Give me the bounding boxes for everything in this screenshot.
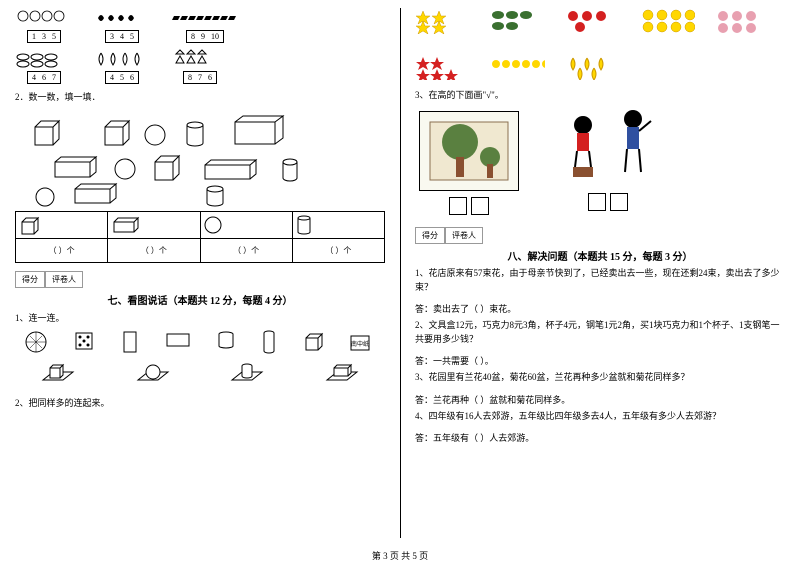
- checkbox[interactable]: [449, 197, 467, 215]
- left-column: 135 345 8910 467: [0, 0, 400, 545]
- checkbox[interactable]: [588, 193, 606, 211]
- num: 5: [52, 32, 56, 41]
- checkbox[interactable]: [471, 197, 489, 215]
- num: 9: [201, 32, 205, 41]
- icon-groups: [415, 8, 785, 80]
- count-cell[interactable]: （ ）个: [108, 239, 200, 263]
- svg-text:南中纸: 南中纸: [350, 340, 368, 348]
- num: 4: [32, 73, 36, 82]
- tree-picture: [419, 111, 519, 191]
- answer-1[interactable]: 答：卖出去了（ ）束花。: [415, 302, 785, 315]
- q2-label: 2．数一数，填一填．: [15, 90, 385, 103]
- score-box: 得分 评卷人: [415, 227, 785, 244]
- num: 4: [110, 73, 114, 82]
- section-8-title: 八、解决问题（本题共 15 分，每题 3 分）: [415, 248, 785, 263]
- num: 4: [120, 32, 124, 41]
- count-cell[interactable]: （ ）个: [16, 239, 108, 263]
- score-label: 得分: [415, 227, 445, 244]
- section-7-title: 七、看图说话（本题共 12 分，每题 4 分）: [15, 292, 385, 307]
- num: 3: [42, 32, 46, 41]
- question-4: 4、四年级有16人去郊游，五年级比四年级多去4人，五年级有多少人去郊游？: [415, 410, 785, 424]
- num: 8: [191, 32, 195, 41]
- num: 7: [52, 73, 56, 82]
- num: 8: [188, 73, 192, 82]
- num: 3: [110, 32, 114, 41]
- match-items-top: 南中纸: [15, 330, 385, 354]
- num: 10: [211, 32, 219, 41]
- q3-label: 3、在高的下面画"√"。: [415, 88, 785, 101]
- num: 6: [130, 73, 134, 82]
- q7-2: 2、把同样多的连起来。: [15, 396, 385, 409]
- checkbox[interactable]: [610, 193, 628, 211]
- count-cell[interactable]: （ ）个: [292, 239, 384, 263]
- match-items-bottom: [15, 360, 385, 390]
- shapes-table: （ ）个 （ ）个 （ ）个 （ ）个: [15, 211, 385, 263]
- grader-label: 评卷人: [45, 271, 83, 288]
- score-label: 得分: [15, 271, 45, 288]
- count-cell[interactable]: （ ）个: [200, 239, 292, 263]
- children-picture: [553, 107, 663, 191]
- question-2: 2、文具盒12元，巧克力8元3角，杯子4元，钢笔1元2角，买1块巧克力和1个杯子…: [415, 319, 785, 346]
- grader-label: 评卷人: [445, 227, 483, 244]
- answer-2[interactable]: 答：一共需要（ ）。: [415, 354, 785, 367]
- counting-row-2: 467 456 876: [15, 49, 385, 84]
- num: 1: [32, 32, 36, 41]
- num: 5: [120, 73, 124, 82]
- num: 7: [198, 73, 202, 82]
- counting-row-1: 135 345 8910: [15, 8, 385, 43]
- answer-3[interactable]: 答：兰花再种（ ）盆就和菊花同样多。: [415, 393, 785, 406]
- num: 6: [42, 73, 46, 82]
- question-3: 3、花园里有兰花40盆，菊花60盆，兰花再种多少盆就和菊花同样多？: [415, 371, 785, 385]
- q7-1: 1、连一连。: [15, 311, 385, 324]
- num: 6: [208, 73, 212, 82]
- shapes-area: [15, 107, 385, 207]
- question-1: 1、花店原来有57束花，由于母亲节快到了，已经卖出去一些，现在还剩24束，卖出去…: [415, 267, 785, 294]
- num: 5: [130, 32, 134, 41]
- height-compare: [415, 107, 785, 219]
- page-footer: 第 3 页 共 5 页: [0, 549, 800, 562]
- right-column: 3、在高的下面画"√"。 得分 评卷人 八、解决问题（本题共 15 分，每题 3…: [400, 0, 800, 545]
- answer-4[interactable]: 答：五年级有（ ）人去郊游。: [415, 431, 785, 444]
- column-divider: [400, 8, 401, 538]
- score-box: 得分 评卷人: [15, 271, 385, 288]
